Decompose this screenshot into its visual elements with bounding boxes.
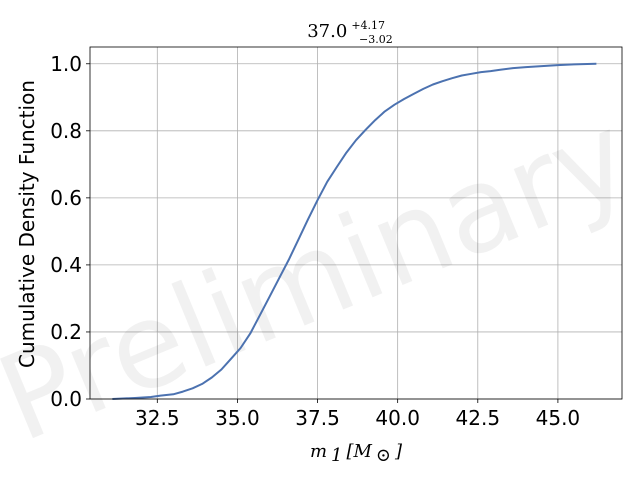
series-layer xyxy=(112,62,597,400)
x-label-subscript: 1 xyxy=(331,445,342,466)
y-tick-label: 0.4 xyxy=(50,253,82,277)
y-tick-label: 1.0 xyxy=(50,52,82,76)
x-label-unit-sub: ⊙ xyxy=(376,445,391,466)
x-tick-label: 35.0 xyxy=(215,406,260,430)
y-ticks: 0.0 0.2 0.4 0.6 0.8 1.0 xyxy=(50,52,90,411)
chart-title: 37.0 +4.17 −3.02 xyxy=(307,16,393,46)
x-axis-label: m 1 [M ⊙ ] xyxy=(310,441,403,466)
x-label-unit-close: ] xyxy=(394,441,403,462)
plot-frame xyxy=(89,46,623,400)
y-tick-label: 0.8 xyxy=(50,119,82,143)
x-ticks: 32.5 35.0 37.5 40.0 42.5 45.0 xyxy=(135,399,580,430)
x-tick-label: 42.5 xyxy=(456,406,501,430)
title-value: 37.0 xyxy=(307,21,347,42)
x-tick-label: 37.5 xyxy=(295,406,340,430)
title-upper-error: +4.17 xyxy=(351,19,385,32)
x-label-symbol: m xyxy=(310,441,327,462)
x-tick-label: 45.0 xyxy=(536,406,581,430)
y-axis-label: Cumulative Density Function xyxy=(15,80,39,368)
y-tick-label: 0.0 xyxy=(50,387,82,411)
cdf-line xyxy=(112,62,597,400)
x-label-unit: [M xyxy=(346,441,372,462)
title-lower-error: −3.02 xyxy=(359,33,393,46)
y-tick-label: 0.6 xyxy=(50,186,82,210)
y-tick-label: 0.2 xyxy=(50,320,82,344)
x-tick-label: 40.0 xyxy=(375,406,420,430)
x-tick-label: 32.5 xyxy=(135,406,180,430)
